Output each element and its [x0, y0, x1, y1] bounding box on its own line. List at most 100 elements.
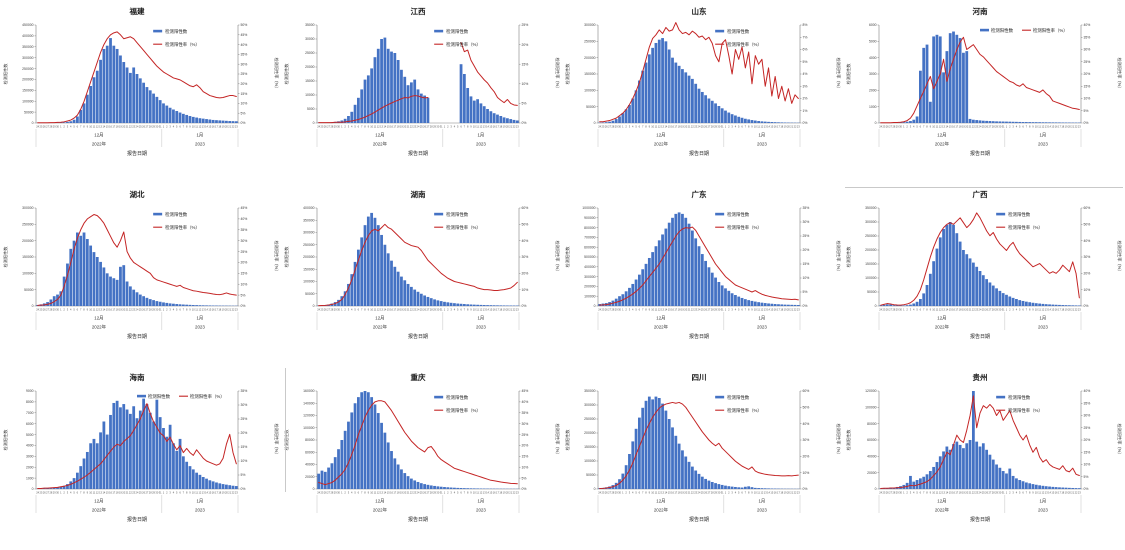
svg-text:22: 22 — [1075, 490, 1078, 494]
svg-text:1: 1 — [903, 307, 905, 311]
svg-text:7000: 7000 — [26, 411, 34, 415]
svg-text:30: 30 — [337, 490, 340, 494]
svg-text:26: 26 — [423, 490, 426, 494]
svg-text:35%: 35% — [241, 228, 248, 232]
svg-text:25: 25 — [139, 307, 142, 311]
svg-text:6: 6 — [741, 490, 743, 494]
svg-text:25: 25 — [40, 490, 43, 494]
svg-text:5%: 5% — [522, 102, 527, 106]
svg-text:25: 25 — [701, 124, 704, 128]
legend-line-label: 检测阳性率（%） — [1033, 27, 1068, 34]
svg-text:26: 26 — [886, 490, 889, 494]
bars-series — [317, 37, 519, 124]
svg-text:6: 6 — [77, 307, 79, 311]
x-axis-group-labels: 12月 2022年 1月 2023 — [316, 495, 520, 514]
svg-text:0: 0 — [875, 121, 877, 125]
svg-text:19: 19 — [1065, 124, 1068, 128]
svg-text:19: 19 — [222, 124, 225, 128]
svg-text:10%: 10% — [522, 288, 529, 292]
svg-text:8: 8 — [645, 124, 647, 128]
svg-text:5: 5 — [354, 124, 356, 128]
svg-text:25: 25 — [321, 307, 324, 311]
x-axis-title: 报告日期 — [127, 516, 147, 523]
left-axis-ticks: 0 50000 100000 150000 200000 250000 300000 — [22, 206, 36, 308]
svg-text:18: 18 — [397, 490, 400, 494]
svg-text:14: 14 — [486, 124, 489, 128]
svg-text:7%: 7% — [803, 35, 808, 39]
svg-text:25: 25 — [982, 490, 985, 494]
svg-text:4: 4 — [632, 124, 634, 128]
svg-text:29: 29 — [896, 490, 899, 494]
svg-text:19: 19 — [962, 307, 965, 311]
svg-text:7: 7 — [745, 490, 747, 494]
chart-title: 海南 — [130, 372, 145, 382]
svg-text:22: 22 — [129, 490, 132, 494]
svg-text:1: 1 — [1006, 490, 1008, 494]
svg-text:11: 11 — [936, 124, 939, 128]
svg-text:8: 8 — [748, 490, 750, 494]
svg-text:30%: 30% — [241, 62, 248, 66]
svg-text:31: 31 — [721, 124, 724, 128]
svg-text:40000: 40000 — [867, 455, 877, 459]
svg-text:11: 11 — [757, 124, 760, 128]
svg-text:35000: 35000 — [305, 23, 315, 27]
svg-text:20%: 20% — [1084, 272, 1091, 276]
table-gridline-horizontal — [845, 187, 1123, 188]
svg-text:13: 13 — [661, 124, 664, 128]
svg-text:27: 27 — [426, 490, 429, 494]
svg-text:3: 3 — [348, 490, 350, 494]
svg-text:25%: 25% — [1084, 426, 1091, 430]
svg-text:13: 13 — [483, 307, 486, 311]
svg-text:16: 16 — [671, 307, 674, 311]
svg-text:350000: 350000 — [584, 389, 595, 393]
svg-text:60%: 60% — [522, 206, 529, 210]
svg-text:1: 1 — [1006, 124, 1008, 128]
svg-text:23: 23 — [132, 307, 135, 311]
svg-text:12: 12 — [939, 490, 942, 494]
svg-text:17: 17 — [955, 307, 958, 311]
x-axis-group-labels: 12月 2022年 1月 2023 — [35, 312, 239, 331]
svg-text:6: 6 — [358, 490, 360, 494]
svg-text:24: 24 — [979, 307, 982, 311]
svg-text:28: 28 — [330, 490, 333, 494]
svg-text:3: 3 — [629, 307, 631, 311]
svg-text:26: 26 — [704, 124, 707, 128]
svg-text:40%: 40% — [522, 400, 529, 404]
svg-text:15: 15 — [949, 124, 952, 128]
svg-text:4: 4 — [632, 307, 634, 311]
svg-text:50000: 50000 — [24, 288, 34, 292]
svg-text:5: 5 — [1019, 307, 1021, 311]
chart-title: 广东 — [692, 189, 707, 199]
y-right-axis-title: 检测阳性率（%） — [273, 57, 280, 90]
svg-text:14: 14 — [1048, 490, 1051, 494]
chart-panel-sichuan: 四川 0 50000 100000 150000 200000 250000 300000 35… — [562, 367, 843, 550]
svg-text:3: 3 — [1012, 490, 1014, 494]
svg-text:400000: 400000 — [584, 265, 595, 269]
svg-text:15%: 15% — [1084, 450, 1091, 454]
svg-text:29: 29 — [433, 307, 436, 311]
svg-text:30: 30 — [155, 307, 158, 311]
svg-text:18: 18 — [678, 490, 681, 494]
x-axis-group-labels: 12月 2022年 1月 2023 — [316, 129, 520, 148]
svg-text:10: 10 — [754, 490, 757, 494]
svg-text:5: 5 — [354, 307, 356, 311]
svg-text:4: 4 — [351, 124, 353, 128]
svg-text:1月: 1月 — [196, 133, 203, 139]
svg-text:1: 1 — [60, 124, 62, 128]
svg-text:22: 22 — [410, 490, 413, 494]
svg-text:250000: 250000 — [22, 223, 33, 227]
svg-text:29: 29 — [152, 124, 155, 128]
svg-text:22: 22 — [794, 124, 797, 128]
svg-text:0%: 0% — [803, 487, 808, 491]
svg-text:17: 17 — [112, 307, 115, 311]
svg-text:13: 13 — [380, 124, 383, 128]
svg-text:6: 6 — [920, 490, 922, 494]
svg-text:3: 3 — [67, 307, 69, 311]
svg-text:14: 14 — [767, 124, 770, 128]
svg-text:2022年: 2022年 — [935, 507, 950, 514]
y-left-axis-title: 检测阳性数 — [2, 429, 9, 451]
svg-text:12: 12 — [658, 490, 661, 494]
svg-text:27: 27 — [145, 124, 148, 128]
svg-text:20: 20 — [1068, 124, 1071, 128]
svg-text:22: 22 — [232, 490, 235, 494]
